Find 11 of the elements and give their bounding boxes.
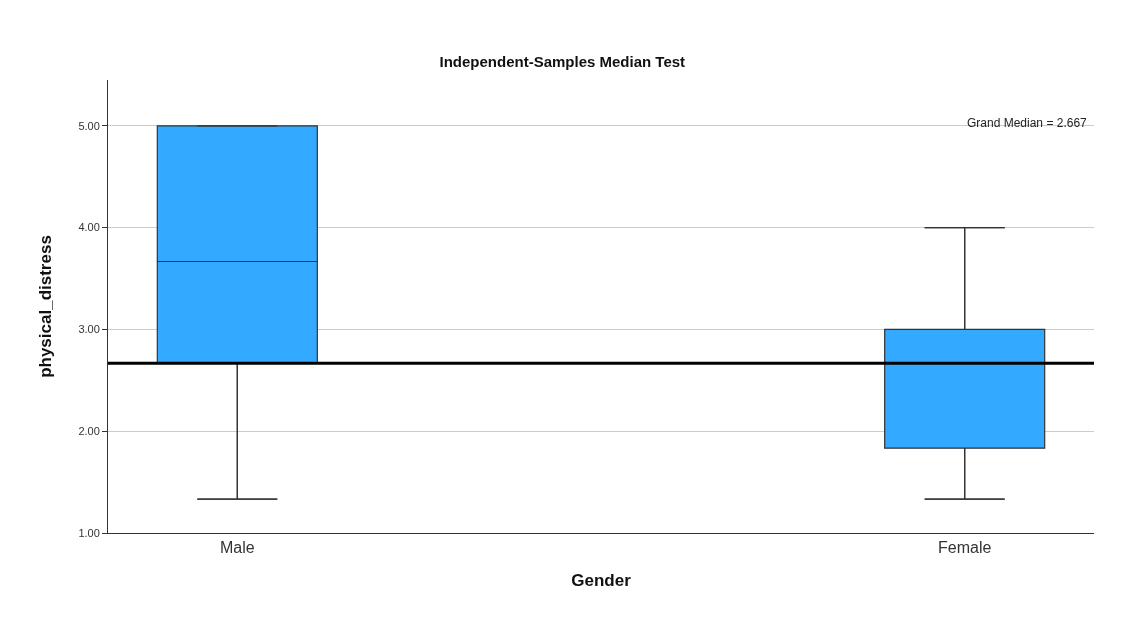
x-tick-label: Male [219,539,255,557]
y-tick-label: 5.00 [78,119,100,132]
y-tick-label: 2.00 [78,425,100,438]
y-tick-label: 1.00 [78,526,100,539]
chart-title: Independent-Samples Median Test [439,52,686,70]
x-axis-title: Gender [571,570,632,590]
x-tick-label: Female [938,539,992,557]
y-axis-title: physical_distress [35,235,55,378]
y-tick-label: 4.00 [78,221,100,234]
ref-line-label: Grand Median = 2.667 [967,116,1088,130]
y-tick-label: 3.00 [78,323,100,336]
